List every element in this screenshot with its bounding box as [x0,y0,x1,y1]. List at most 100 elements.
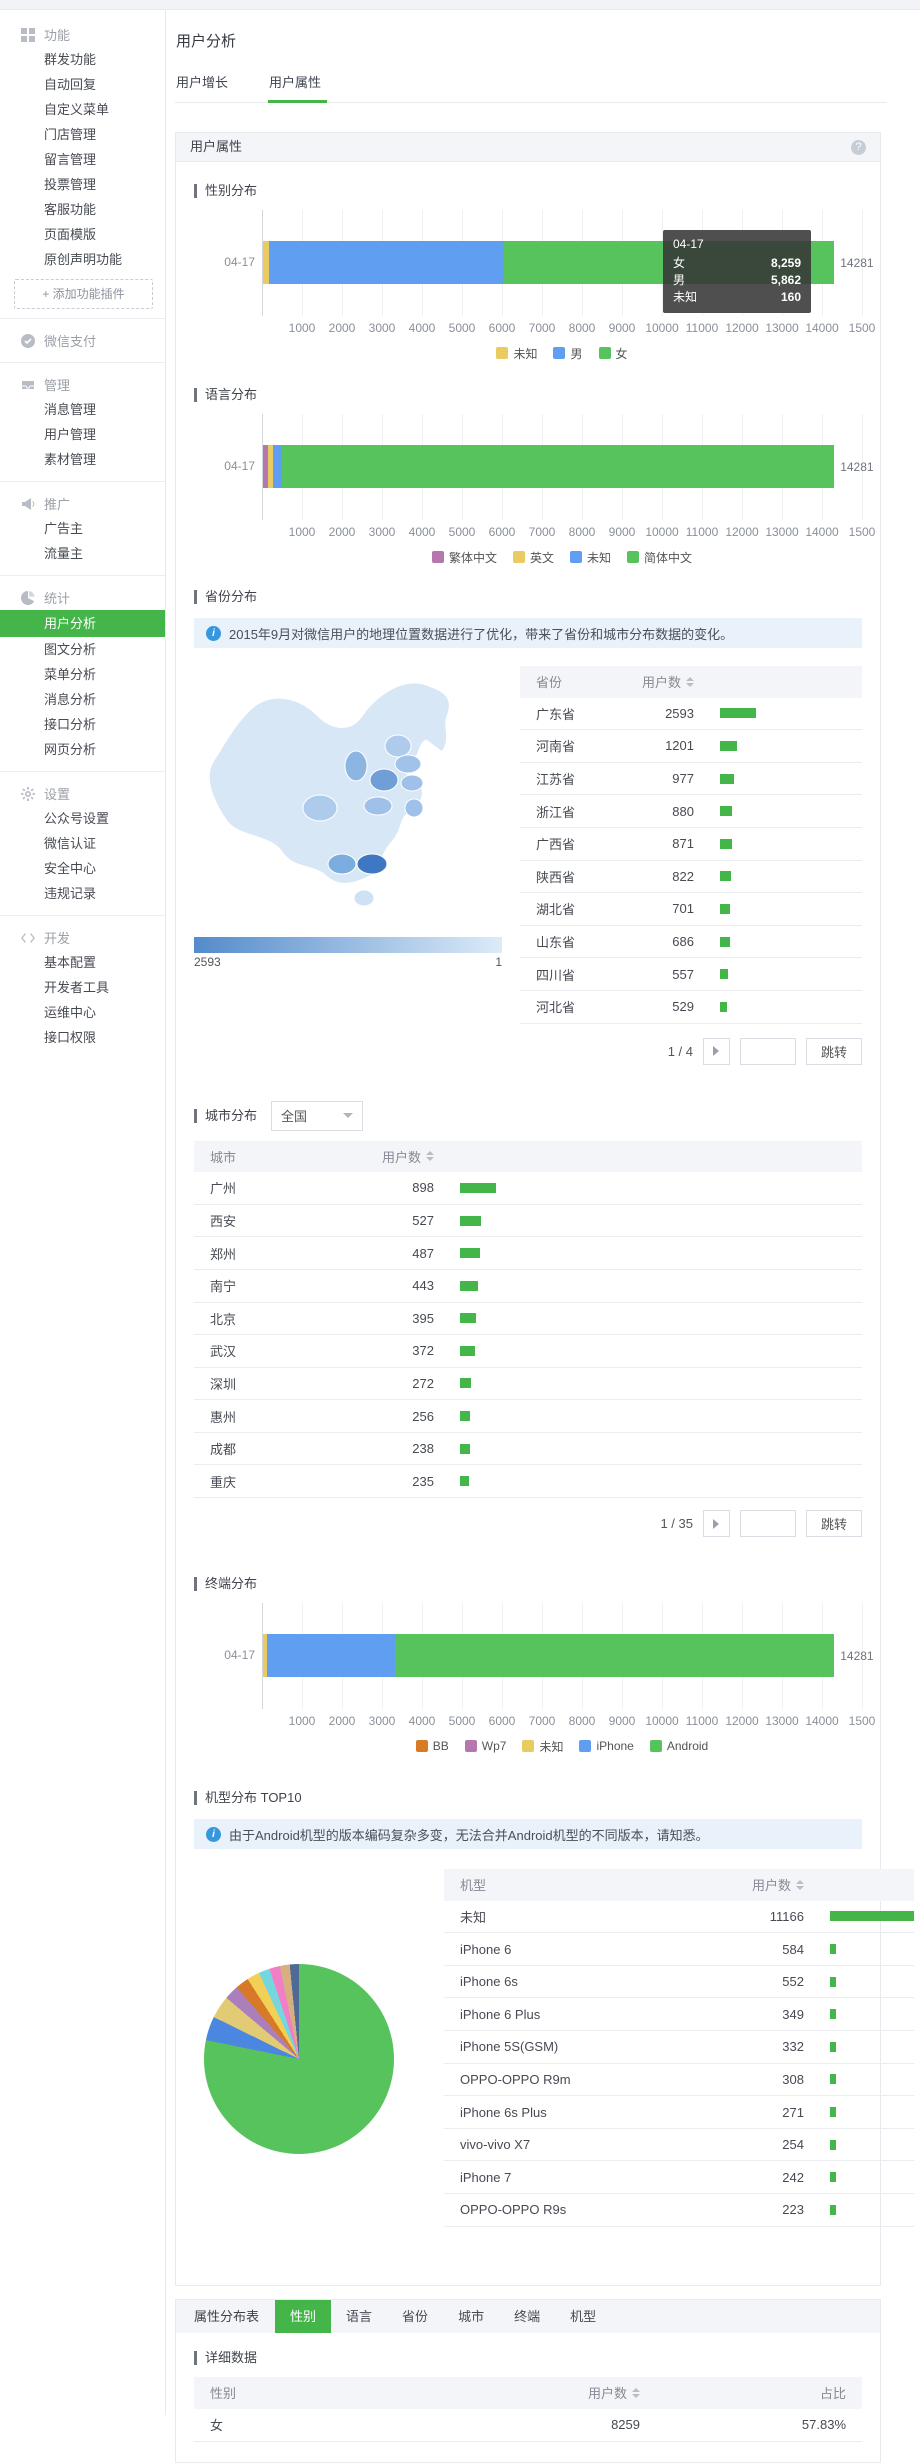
bar-segment-繁体中文[interactable] [263,445,269,488]
province-region-henan[interactable] [369,768,399,792]
detail-tab-省份[interactable]: 省份 [402,2308,429,2324]
province-region-zhejiang[interactable] [404,798,424,818]
bar-segment-男[interactable] [269,241,504,284]
sidebar-item[interactable]: 接口分析 [44,717,97,732]
detail-row: 女 8259 57.83% [194,2409,862,2442]
device-pie-chart[interactable] [204,1964,394,2155]
table-row: 惠州 256 [194,1400,862,1433]
column-header-sortable[interactable]: 用户数 [724,1875,804,1894]
sidebar-item[interactable]: 消息管理 [44,402,97,417]
bar-segment-英文[interactable] [268,445,274,488]
sidebar-item[interactable]: 群发功能 [44,52,97,67]
bar-segment-未知[interactable] [273,445,282,488]
cell-bar [460,1443,470,1454]
sidebar-item[interactable]: 安全中心 [44,861,97,876]
sidebar-item[interactable]: 消息分析 [44,692,97,707]
sidebar-item[interactable]: 网页分析 [44,742,97,757]
sidebar-item[interactable]: 微信认证 [44,836,97,851]
legend-item-iPhone[interactable]: iPhone [579,1739,634,1753]
axis-tick-label: 6000 [488,321,516,335]
bar-segment-未知[interactable] [263,241,270,284]
sidebar-item[interactable]: 接口权限 [44,1030,97,1045]
sidebar-item[interactable]: 公众号设置 [44,811,110,826]
tab-用户属性[interactable]: 用户属性 [268,72,328,103]
column-header-sortable[interactable]: 用户数 [620,672,694,691]
detail-tab-终端[interactable]: 终端 [514,2308,541,2324]
province-region-hubei[interactable] [363,796,393,816]
detail-tab-语言[interactable]: 语言 [346,2308,373,2324]
legend-item-Android[interactable]: Android [649,1739,708,1753]
sidebar-item[interactable]: 违规记录 [44,886,97,901]
axis-tick-label: 11000 [685,525,719,539]
page-jump-input[interactable] [739,1510,796,1538]
sidebar-item[interactable]: 用户分析 [0,610,165,637]
next-page-button[interactable] [702,1037,730,1065]
sidebar-item[interactable]: 留言管理 [44,152,97,167]
province-region-hebei[interactable] [384,734,412,758]
language-chart: 04-17 14281 1000 2000 3000 4000 5000 6000 7000 80… [194,414,875,568]
cell-value: 256 [412,1408,434,1424]
table-header-row: 城市 用户数 [194,1140,862,1173]
legend-item-Wp7[interactable]: Wp7 [464,1739,506,1753]
tab-用户增长[interactable]: 用户增长 [176,75,229,90]
sidebar-item[interactable]: 用户管理 [44,427,97,442]
bar-segment-Android[interactable] [395,1634,835,1678]
legend-item-简体中文[interactable]: 简体中文 [627,549,692,566]
sidebar-item[interactable]: 自动回复 [44,77,97,92]
legend-item-BB[interactable]: BB [415,1739,449,1753]
help-icon[interactable]: ? [851,139,866,155]
sidebar-item[interactable]: 开发者工具 [44,980,110,995]
detail-tab-机型[interactable]: 机型 [570,2308,597,2324]
legend-item-繁体中文[interactable]: 繁体中文 [431,549,497,566]
page-jump-input[interactable] [739,1037,796,1065]
sidebar-item[interactable]: 广告主 [44,521,84,536]
column-header-sortable[interactable]: 用户数 [354,1147,434,1166]
province-region-guangxi[interactable] [327,853,357,875]
sidebar-item[interactable]: 客服功能 [44,202,97,217]
sidebar-item[interactable]: 流量主 [44,546,84,561]
province-region-sichuan[interactable] [302,794,338,822]
province-region-guangdong[interactable] [356,853,388,875]
next-page-button[interactable] [702,1510,730,1538]
axis-tick-label: 9000 [608,321,636,335]
bar-segment-简体中文[interactable] [281,445,835,488]
legend-item-女[interactable]: 女 [598,345,628,362]
province-region-shaanxi[interactable] [344,750,368,782]
sidebar-item[interactable]: 基本配置 [44,955,97,970]
province-region-hainan[interactable] [353,889,375,907]
detail-tab-城市[interactable]: 城市 [458,2308,485,2324]
province-region-jiangsu[interactable] [400,774,424,792]
axis-tick-label: 6000 [488,525,516,539]
sidebar-item[interactable]: 投票管理 [44,177,97,192]
province-region-shandong[interactable] [394,754,422,774]
legend-item-英文[interactable]: 英文 [512,549,554,566]
sidebar-item[interactable]: 菜单分析 [44,667,97,682]
sidebar-group-label: 统计 [44,591,71,606]
sidebar-item[interactable]: 运维中心 [44,1005,97,1020]
detail-tab-性别[interactable]: 性别 [275,2299,332,2333]
column-header-sortable[interactable]: 用户数 [410,2383,640,2402]
region-filter-dropdown[interactable]: 全国 [271,1100,364,1131]
china-outline[interactable] [208,682,451,885]
cell-name: 四川省 [536,967,576,983]
sidebar-item[interactable]: 原创声明功能 [44,252,123,267]
add-plugin-button[interactable]: + 添加功能插件 [14,279,153,309]
sidebar-item[interactable]: 门店管理 [44,127,97,142]
tooltip-row: 女 8,259 [673,255,801,272]
sidebar-item[interactable]: 自定义菜单 [44,102,110,117]
legend-item-男[interactable]: 男 [553,345,583,362]
sidebar-item[interactable]: 页面模版 [44,227,97,242]
sidebar-item[interactable]: 素材管理 [44,452,97,467]
jump-button[interactable]: 跳转 [805,1037,862,1065]
bar-segment-iPhone[interactable] [267,1634,395,1678]
bar-segment-未知[interactable] [263,1634,267,1678]
china-map[interactable] [194,666,504,931]
legend-item-未知[interactable]: 未知 [496,345,537,362]
legend-item-未知[interactable]: 未知 [570,549,611,566]
jump-button[interactable]: 跳转 [805,1510,862,1538]
table-row: iPhone 6s 552 [444,1966,914,1999]
panel-title: 用户属性 [190,139,243,154]
sidebar-item[interactable]: 图文分析 [44,642,97,657]
legend-item-未知[interactable]: 未知 [522,1738,563,1755]
cell-name: iPhone 5S(GSM) [460,2039,559,2055]
